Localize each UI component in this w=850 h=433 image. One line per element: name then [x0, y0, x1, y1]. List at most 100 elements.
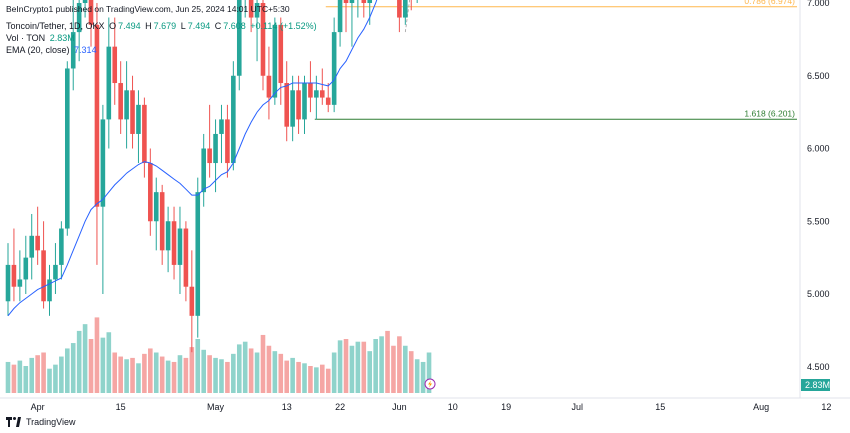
candle-body[interactable] — [337, 0, 343, 33]
volume-bar — [213, 357, 218, 393]
candle-body[interactable] — [153, 192, 159, 222]
volume-bar — [29, 357, 35, 393]
candle-body[interactable] — [319, 90, 325, 98]
candle-body[interactable] — [47, 279, 52, 302]
candle-body[interactable] — [171, 221, 177, 265]
volume-bar — [148, 348, 153, 393]
candle-body[interactable] — [248, 0, 254, 18]
candle-body[interactable] — [159, 192, 165, 251]
candle-body[interactable] — [254, 3, 260, 18]
candle-body[interactable] — [70, 32, 76, 69]
candle-body[interactable] — [266, 75, 272, 98]
candle-body[interactable] — [231, 75, 236, 164]
volume-bar — [236, 344, 242, 393]
candle-body[interactable] — [124, 90, 129, 120]
x-tick-label: 19 — [501, 402, 511, 412]
candle-body[interactable] — [189, 286, 195, 316]
candle-body[interactable] — [94, 24, 100, 207]
candle-body[interactable] — [142, 104, 147, 164]
candle-body[interactable] — [314, 90, 319, 98]
candle-body[interactable] — [331, 32, 337, 105]
candle-body[interactable] — [23, 257, 29, 280]
candle-body[interactable] — [177, 228, 183, 265]
candle-body[interactable] — [325, 97, 331, 105]
candle-body[interactable] — [136, 104, 141, 134]
candle-body[interactable] — [403, 0, 408, 18]
candle-body[interactable] — [397, 0, 402, 18]
legend-volume[interactable]: Vol · TON 2.83M — [6, 33, 75, 43]
volume-bar — [373, 339, 378, 393]
candle-body[interactable] — [106, 46, 112, 120]
lightning-glyph — [428, 380, 433, 388]
x-tick-label: Jun — [392, 402, 407, 412]
candle-body[interactable] — [100, 119, 106, 207]
volume-bar — [296, 361, 301, 393]
candle-body[interactable] — [213, 133, 218, 164]
x-tick-label: 10 — [448, 402, 458, 412]
candle-body[interactable] — [59, 228, 64, 265]
fib-trend-line[interactable] — [404, 0, 423, 33]
volume-bar — [284, 360, 290, 393]
candle-body[interactable] — [35, 235, 40, 251]
candle-body[interactable] — [82, 0, 88, 3]
volume-bar — [59, 356, 64, 393]
candle-body[interactable] — [201, 148, 206, 193]
candle-body[interactable] — [195, 192, 201, 316]
candle-body[interactable] — [349, 0, 355, 3]
candle-body[interactable] — [343, 0, 349, 3]
volume-bar — [159, 356, 165, 393]
volume-bar — [70, 343, 76, 393]
candle-body[interactable] — [236, 0, 242, 76]
tradingview-footer[interactable]: TradingView — [6, 417, 76, 427]
candle-body[interactable] — [130, 90, 135, 134]
candle-body[interactable] — [112, 46, 118, 84]
candle-body[interactable] — [308, 83, 313, 98]
volume-bar — [124, 359, 129, 393]
candle-body[interactable] — [11, 264, 17, 287]
candle-body[interactable] — [5, 264, 11, 302]
candle-body[interactable] — [361, 0, 367, 3]
candle-body[interactable] — [367, 0, 373, 3]
y-tick-label: 4.500 — [807, 362, 830, 372]
candle-body[interactable] — [118, 83, 123, 120]
candle-body[interactable] — [272, 24, 278, 98]
y-tick-label: 5.500 — [807, 216, 830, 226]
legend-ema[interactable]: EMA (20, close) 7.314 — [6, 45, 97, 55]
volume-bar — [100, 337, 106, 393]
symbol-label[interactable]: Toncoin/Tether, 1D, OKX — [6, 21, 105, 31]
candle-body[interactable] — [88, 0, 94, 25]
candle-body[interactable] — [225, 119, 230, 164]
volume-bar — [219, 359, 224, 393]
candle-body[interactable] — [302, 83, 307, 120]
candle-body[interactable] — [41, 250, 46, 302]
candle-body[interactable] — [278, 24, 284, 84]
volume-bar — [35, 355, 40, 393]
x-tick-label: May — [207, 402, 225, 412]
candle-body[interactable] — [296, 90, 301, 120]
y-tick-label: 6.000 — [807, 144, 830, 154]
ema-line[interactable] — [7, 0, 429, 317]
candle-body[interactable] — [148, 163, 153, 222]
candle-body[interactable] — [76, 3, 82, 33]
ema-legend-value: 7.314 — [74, 45, 97, 55]
candle-body[interactable] — [284, 83, 290, 127]
candle-body[interactable] — [165, 221, 171, 251]
candle-body[interactable] — [53, 264, 58, 280]
candle-body[interactable] — [260, 3, 266, 76]
candle-body[interactable] — [65, 68, 70, 229]
volume-bar — [272, 351, 278, 393]
volume-bar — [260, 334, 266, 393]
volume-bar — [254, 352, 260, 393]
volume-bar — [171, 361, 177, 393]
volume-bar — [355, 341, 361, 393]
candle-body[interactable] — [29, 235, 35, 258]
candle-body[interactable] — [207, 148, 212, 164]
volume-bar — [331, 352, 337, 393]
candle-body[interactable] — [290, 90, 295, 127]
volume-bar — [290, 357, 295, 393]
candle-body[interactable] — [183, 228, 189, 287]
candle-body[interactable] — [219, 119, 224, 134]
candle-body[interactable] — [17, 279, 23, 287]
